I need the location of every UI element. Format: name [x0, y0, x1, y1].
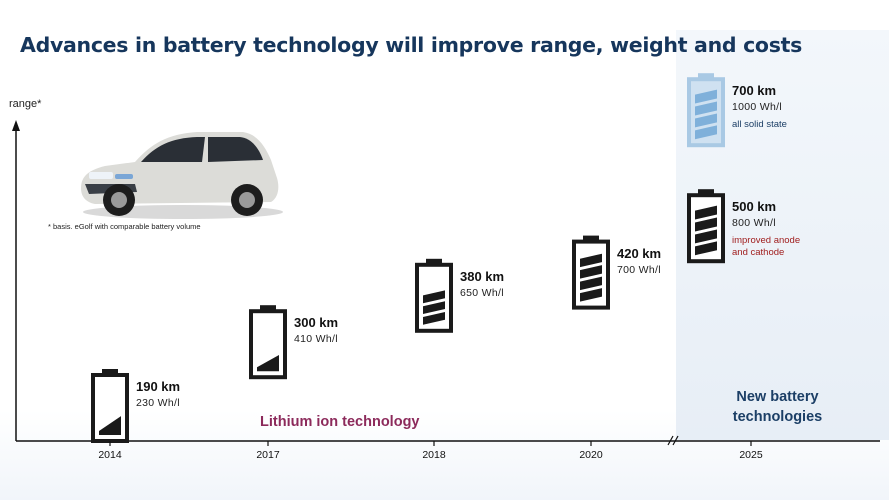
slide-title: Advances in battery technology will impr…	[20, 33, 803, 57]
range-value: 420 km	[617, 245, 662, 261]
point-label-5: 700 km 1000 Wh/l all solid state	[732, 83, 787, 131]
energy-density-value: 410 Wh/l	[294, 333, 338, 346]
battery-icon-2025	[687, 189, 725, 264]
car-image	[81, 132, 283, 219]
new-technologies-line-2: technologies	[732, 409, 823, 425]
battery-icon-2018	[415, 258, 453, 333]
energy-density-value: 700 Wh/l	[617, 263, 661, 276]
point-label-4: 500 km 800 Wh/l improved anode and cathode	[732, 199, 800, 259]
lithium-ion-label: Lithium ion technology	[260, 414, 420, 430]
new-technologies-line-1: New battery	[736, 389, 819, 405]
battery-icon-2014	[91, 369, 129, 443]
technology-note: improved anode and cathode	[732, 235, 801, 259]
energy-density-value: 650 Wh/l	[460, 286, 504, 299]
x-tick-label-2017: 2017	[256, 449, 280, 461]
range-value: 700 km	[732, 83, 777, 99]
x-tick-label-2014: 2014	[98, 449, 122, 461]
x-tick-label-2018: 2018	[422, 449, 446, 461]
battery-icon-2020	[572, 235, 610, 310]
footnote: * basis. eGolf with comparable battery v…	[48, 222, 201, 231]
axes	[12, 120, 880, 446]
new-technologies-label: New battery technologies	[720, 387, 835, 427]
battery-icon-2017	[249, 305, 287, 380]
energy-density-value: 800 Wh/l	[732, 217, 776, 230]
range-value: 500 km	[732, 199, 777, 215]
range-value: 190 km	[136, 379, 181, 394]
point-label-1: 300 km 410 Wh/l	[294, 315, 338, 345]
y-axis-arrow	[12, 120, 20, 131]
range-value: 380 km	[460, 268, 505, 284]
x-tick-label-2020: 2020	[579, 449, 603, 461]
y-axis-label: range*	[9, 98, 42, 110]
energy-density-value: 230 Wh/l	[136, 397, 180, 409]
range-value: 300 km	[294, 315, 339, 331]
x-axis-break-1	[667, 435, 674, 446]
x-axis-break-2	[672, 435, 679, 446]
point-label-2: 380 km 650 Wh/l	[460, 269, 504, 299]
point-label-3: 420 km 700 Wh/l	[617, 246, 661, 276]
technology-note: all solid state	[732, 119, 787, 131]
point-label-0: 190 km 230 Wh/l	[136, 379, 180, 409]
battery-icon-2025-future	[687, 73, 725, 148]
energy-density-value: 1000 Wh/l	[732, 101, 782, 114]
x-tick-label-2025: 2025	[739, 449, 763, 461]
